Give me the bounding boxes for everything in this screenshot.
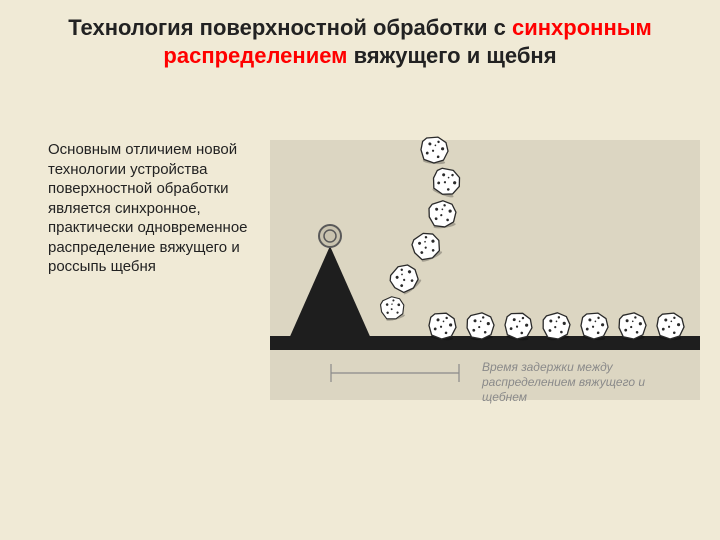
stone-icon bbox=[427, 311, 460, 342]
stone-icon bbox=[579, 311, 611, 342]
stone-icon bbox=[465, 311, 497, 341]
stone-icon bbox=[419, 135, 451, 166]
diagram: Время задержки между распределением вяжу… bbox=[270, 140, 700, 400]
time-bracket bbox=[330, 364, 460, 382]
stone-icon bbox=[541, 311, 574, 342]
stone-icon bbox=[426, 198, 460, 230]
stone-icon bbox=[655, 311, 687, 341]
diagram-caption: Время задержки между распределением вяжу… bbox=[482, 360, 692, 405]
title-pre: Технология поверхностной обработки с bbox=[68, 15, 512, 40]
stone-icon bbox=[502, 310, 536, 342]
stone-icon bbox=[617, 311, 648, 341]
slide: { "title": { "pre": "Технология поверхно… bbox=[0, 0, 720, 540]
stone-icon bbox=[377, 293, 408, 323]
body-text: Основным отличием новой технологии устро… bbox=[48, 140, 248, 277]
slide-title: Технология поверхностной обработки с син… bbox=[0, 0, 720, 69]
stone-icon bbox=[428, 164, 466, 201]
stone-icon bbox=[407, 227, 446, 265]
title-post: вяжущего и щебня bbox=[347, 43, 556, 68]
